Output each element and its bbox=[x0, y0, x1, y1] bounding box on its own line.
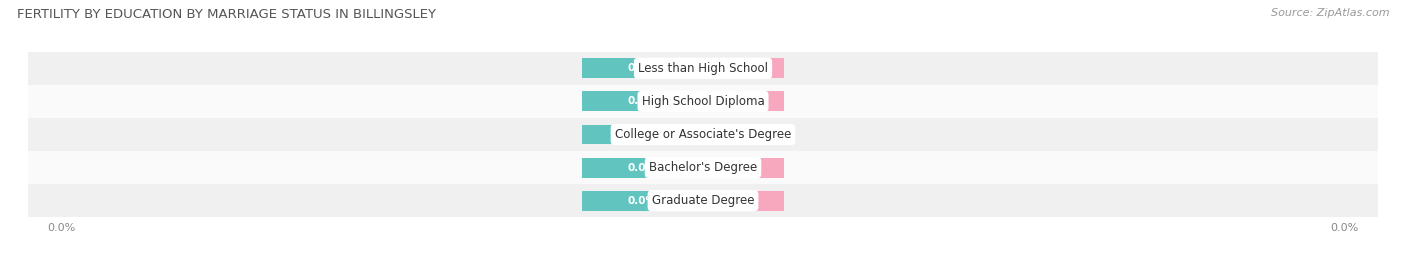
Text: Less than High School: Less than High School bbox=[638, 62, 768, 75]
Text: 0.0%: 0.0% bbox=[728, 162, 758, 173]
Text: 0.0%: 0.0% bbox=[627, 196, 657, 206]
Bar bbox=[28, 151, 1378, 184]
Bar bbox=[703, 125, 785, 144]
Text: High School Diploma: High School Diploma bbox=[641, 95, 765, 108]
Text: 0.0%: 0.0% bbox=[728, 196, 758, 206]
Bar bbox=[582, 125, 703, 144]
Bar bbox=[28, 184, 1378, 217]
Text: 0.0%: 0.0% bbox=[627, 96, 657, 107]
Bar bbox=[582, 191, 703, 211]
Bar bbox=[582, 158, 703, 178]
Bar bbox=[28, 85, 1378, 118]
Text: Source: ZipAtlas.com: Source: ZipAtlas.com bbox=[1271, 8, 1389, 18]
Text: Bachelor's Degree: Bachelor's Degree bbox=[650, 161, 756, 174]
Text: FERTILITY BY EDUCATION BY MARRIAGE STATUS IN BILLINGSLEY: FERTILITY BY EDUCATION BY MARRIAGE STATU… bbox=[17, 8, 436, 21]
Bar bbox=[703, 91, 785, 111]
Text: 0.0%: 0.0% bbox=[627, 162, 657, 173]
Bar bbox=[703, 191, 785, 211]
Text: 0.0%: 0.0% bbox=[627, 129, 657, 140]
Bar bbox=[28, 52, 1378, 85]
Text: College or Associate's Degree: College or Associate's Degree bbox=[614, 128, 792, 141]
Text: 0.0%: 0.0% bbox=[728, 96, 758, 107]
Text: Graduate Degree: Graduate Degree bbox=[652, 194, 754, 207]
Bar bbox=[28, 118, 1378, 151]
Text: 0.0%: 0.0% bbox=[627, 63, 657, 73]
Text: 0.0%: 0.0% bbox=[728, 129, 758, 140]
Bar bbox=[582, 58, 703, 78]
Bar bbox=[703, 58, 785, 78]
Text: 0.0%: 0.0% bbox=[728, 63, 758, 73]
Bar bbox=[582, 91, 703, 111]
Bar bbox=[703, 158, 785, 178]
